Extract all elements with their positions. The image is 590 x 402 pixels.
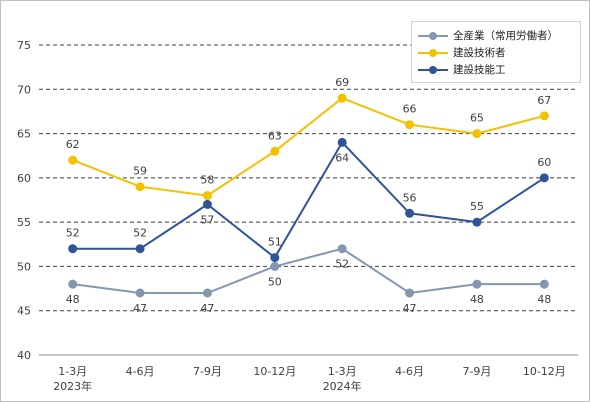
y-tick-label-55: 55	[17, 216, 31, 229]
data-point-engineers-4	[337, 93, 347, 103]
y-tick-label-50: 50	[17, 260, 31, 273]
x-tick-label-3: 10-12月	[253, 365, 296, 378]
data-point-skilled-workers-5	[405, 208, 415, 218]
x-tick-label-1: 4-6月	[126, 365, 155, 378]
data-label-all-industry-4: 52	[335, 258, 349, 271]
data-label-all-industry-0: 48	[66, 293, 80, 306]
y-tick-label-70: 70	[17, 83, 31, 96]
x-tick-label-6: 7-9月	[462, 365, 491, 378]
data-label-all-industry-3: 50	[268, 275, 282, 288]
data-label-all-industry-2: 47	[200, 302, 214, 315]
data-point-engineers-1	[135, 182, 145, 192]
legend-label-all-industry: 全産業（常用労働者）	[453, 30, 558, 42]
data-point-skilled-workers-0	[68, 244, 78, 254]
data-point-all-industry-3	[270, 261, 280, 271]
data-point-engineers-7	[539, 111, 549, 121]
x-tick-label-0: 1-3月	[58, 365, 87, 378]
data-point-engineers-0	[68, 155, 78, 165]
data-label-engineers-3: 63	[268, 129, 282, 142]
series-line-all-industry	[72, 247, 545, 295]
data-label-all-industry-6: 48	[470, 293, 484, 306]
data-label-engineers-1: 59	[133, 165, 147, 178]
data-label-engineers-2: 58	[200, 174, 214, 187]
data-label-engineers-7: 67	[537, 94, 551, 107]
legend-swatch-all-industry	[418, 31, 448, 41]
data-point-skilled-workers-6	[472, 217, 482, 227]
series-line-engineers	[72, 96, 545, 197]
data-label-skilled-workers-0: 52	[66, 227, 80, 240]
data-label-all-industry-1: 47	[133, 302, 147, 315]
data-label-engineers-0: 62	[66, 138, 80, 151]
x-tick-label-2: 7-9月	[193, 365, 222, 378]
data-point-all-industry-7	[539, 279, 549, 289]
y-tick-label-75: 75	[17, 39, 31, 52]
x-tick-label-5: 4-6月	[395, 365, 424, 378]
data-label-skilled-workers-3: 51	[268, 236, 282, 249]
x-tick-year-label-4: 2024年	[323, 379, 362, 393]
data-point-all-industry-2	[202, 288, 212, 298]
data-label-skilled-workers-7: 60	[537, 156, 551, 169]
y-tick-label-65: 65	[17, 128, 31, 141]
data-point-engineers-2	[202, 191, 212, 201]
data-point-all-industry-5	[405, 288, 415, 298]
data-point-all-industry-4	[337, 244, 347, 254]
data-label-engineers-4: 69	[335, 76, 349, 89]
data-label-skilled-workers-6: 55	[470, 200, 484, 213]
data-point-all-industry-6	[472, 279, 482, 289]
legend-label-skilled-workers: 建設技能工	[453, 64, 506, 76]
data-point-all-industry-0	[68, 279, 78, 289]
series-line-skilled-workers	[72, 140, 545, 260]
x-tick-year-label-0: 2023年	[53, 379, 92, 393]
legend-item-skilled-workers: 建設技能工	[418, 61, 574, 78]
x-tick-label-7: 10-12月	[523, 365, 566, 378]
data-label-skilled-workers-4: 64	[335, 151, 349, 164]
data-point-skilled-workers-2	[202, 199, 212, 209]
data-point-all-industry-1	[135, 288, 145, 298]
data-point-engineers-5	[405, 120, 415, 130]
data-label-engineers-5: 66	[403, 103, 417, 116]
data-point-skilled-workers-3	[270, 253, 280, 263]
data-label-engineers-6: 65	[470, 112, 484, 125]
legend-swatch-engineers	[418, 48, 448, 58]
legend-item-engineers: 建設技術者	[418, 44, 574, 61]
data-point-skilled-workers-7	[539, 173, 549, 183]
data-point-skilled-workers-1	[135, 244, 145, 254]
y-tick-label-45: 45	[17, 305, 31, 318]
y-tick-label-60: 60	[17, 172, 31, 185]
legend-item-all-industry: 全産業（常用労働者）	[418, 27, 574, 44]
legend-swatch-skilled-workers	[418, 65, 448, 75]
data-label-all-industry-5: 47	[403, 302, 417, 315]
x-tick-label-4: 1-3月	[328, 365, 357, 378]
data-label-skilled-workers-1: 52	[133, 227, 147, 240]
data-point-skilled-workers-4	[337, 137, 347, 147]
data-label-all-industry-7: 48	[537, 293, 551, 306]
legend-label-engineers: 建設技術者	[453, 47, 506, 59]
data-point-engineers-3	[270, 146, 280, 156]
legend: 全産業（常用労働者） 建設技術者 建設技能工	[411, 21, 581, 83]
data-label-skilled-workers-2: 57	[200, 213, 214, 226]
data-point-engineers-6	[472, 129, 482, 139]
y-tick-label-40: 40	[17, 349, 31, 362]
data-label-skilled-workers-5: 56	[403, 191, 417, 204]
